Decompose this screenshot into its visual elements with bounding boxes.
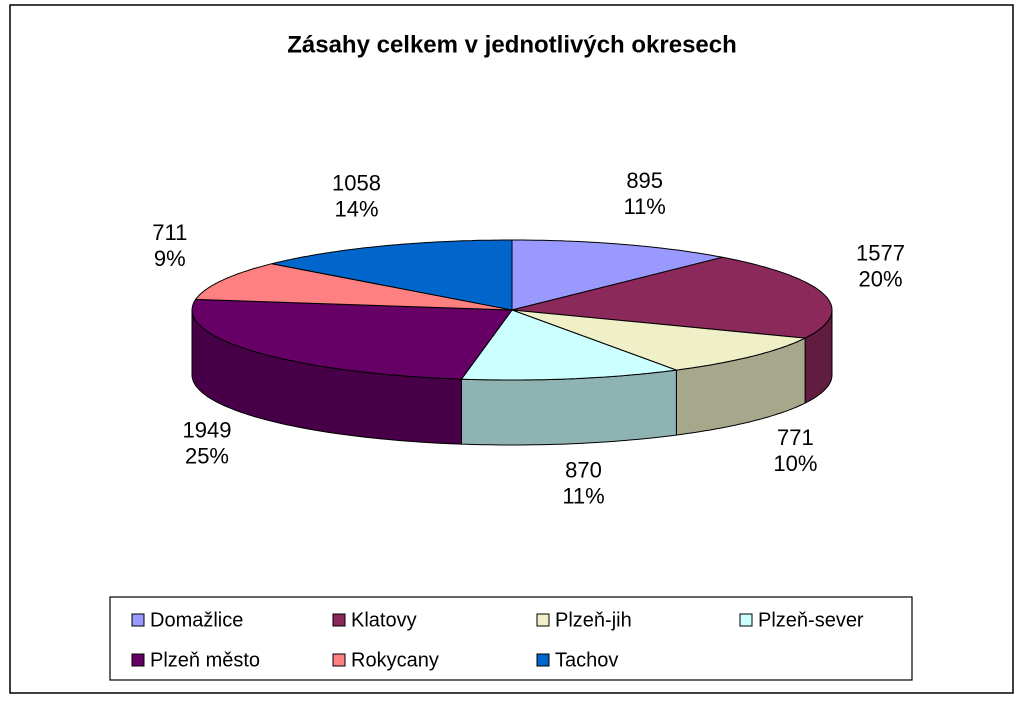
slice [511, 256, 833, 339]
slice [511, 309, 807, 371]
legend-label: Rokycany [351, 649, 439, 671]
legend-label: Plzeň-sever [758, 609, 864, 631]
legend-swatch [739, 613, 753, 627]
data-label: 895 [626, 168, 663, 193]
data-label: 771 [777, 425, 814, 450]
legend-label: Klatovy [351, 609, 417, 631]
data-label: 711 [152, 220, 187, 245]
legend-label: Tachov [555, 649, 618, 671]
legend-label: Domažlice [150, 609, 243, 631]
percent-label: 10% [773, 451, 817, 476]
legend-swatch [131, 613, 145, 627]
legend-swatch [332, 653, 346, 667]
legend-label: Plzeň město [150, 649, 260, 671]
legend-label: Plzeň-jih [555, 609, 632, 631]
percent-label: 11% [623, 194, 665, 219]
slice [271, 239, 513, 311]
slice [460, 309, 677, 381]
legend-swatch [536, 613, 550, 627]
data-label: 1577 [856, 241, 905, 266]
legend-swatch [332, 613, 346, 627]
data-label: 1058 [332, 170, 381, 195]
data-label: 1949 [183, 418, 232, 443]
percent-label: 25% [185, 444, 229, 469]
legend-swatch [536, 653, 550, 667]
slice [191, 298, 513, 380]
percent-label: 20% [858, 267, 902, 292]
chart-title: Zásahy celkem v jednotlivých okresech [287, 31, 737, 58]
data-label: 870 [565, 457, 602, 482]
percent-label: 11% [562, 483, 604, 508]
percent-label: 9% [154, 246, 186, 271]
slice-side [461, 369, 677, 446]
legend-swatch [131, 653, 145, 667]
slice [194, 263, 513, 311]
percent-label: 14% [334, 196, 378, 221]
slice [511, 239, 723, 311]
legend-box [109, 596, 913, 681]
